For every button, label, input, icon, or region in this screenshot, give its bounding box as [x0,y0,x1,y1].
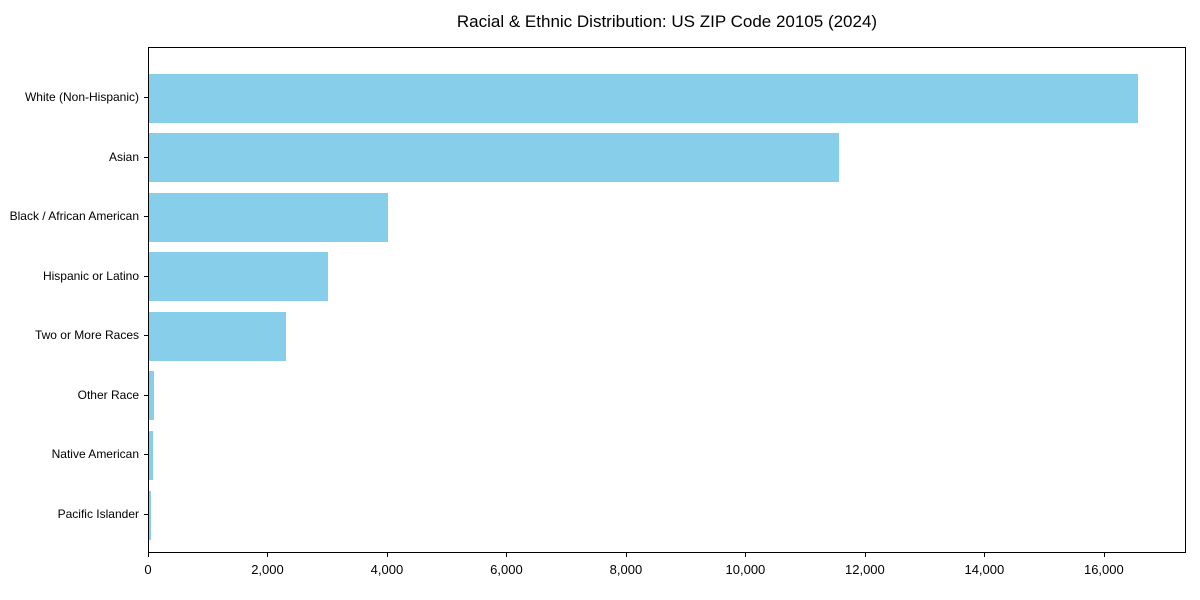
bar [149,371,154,421]
x-tick-label: 0 [144,562,152,577]
y-tick-mark [144,97,148,98]
x-tick-mark [625,553,627,557]
y-tick-label: Other Race [77,387,139,402]
bar [149,73,1138,123]
y-tick-label: Native American [51,447,139,462]
bar [149,192,388,242]
y-tick-label: Black / African American [9,209,139,224]
x-tick-mark [386,553,388,557]
x-tick-label: 8,000 [609,562,643,577]
x-tick-label: 6,000 [490,562,523,577]
x-tick-mark [1103,553,1105,557]
bar [149,252,329,302]
y-tick-mark [144,394,148,396]
x-tick-mark [506,553,508,557]
y-tick-label: Asian [108,149,139,164]
x-tick-mark [745,553,747,557]
x-tick-label: 12,000 [845,562,885,577]
bar [149,311,287,361]
y-tick-label: Two or More Races [34,328,139,343]
x-tick-mark [864,553,866,557]
x-tick-mark [267,553,269,557]
y-tick-label: White (Non-Hispanic) [24,90,139,104]
chart-title: Racial & Ethnic Distribution: US ZIP Cod… [456,12,878,31]
x-tick-mark [148,553,149,557]
y-tick-mark [144,275,148,277]
y-tick-mark [144,335,148,337]
x-tick-label: 2,000 [251,562,284,577]
y-tick-mark [144,216,148,218]
y-tick-label: Hispanic or Latino [42,268,139,283]
y-tick-mark [144,454,148,456]
bar [149,430,153,480]
y-tick-label: Pacific Islander [57,507,139,521]
bar [149,133,839,183]
plot-area [148,47,1186,553]
y-tick-mark [144,156,148,158]
x-tick-label: 10,000 [725,562,766,577]
y-tick-mark [144,514,148,515]
x-tick-mark [984,553,986,557]
x-tick-label: 4,000 [370,562,404,577]
x-tick-label: 16,000 [1083,562,1124,577]
x-tick-label: 14,000 [964,562,1005,577]
bar [149,490,152,540]
